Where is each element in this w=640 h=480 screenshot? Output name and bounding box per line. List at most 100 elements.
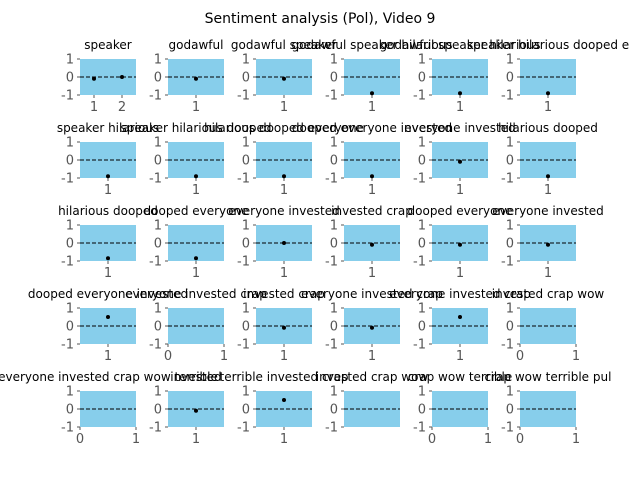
y-tick-label: 0 bbox=[506, 403, 514, 418]
subplot-title: dooped everyone bbox=[408, 204, 513, 218]
x-tick-label: 1 bbox=[368, 349, 376, 364]
subplot-title: invested crap bbox=[243, 287, 325, 301]
data-point bbox=[370, 91, 374, 96]
subplot-title: godawful speaker hilarious bbox=[379, 38, 540, 52]
data-point bbox=[282, 241, 286, 245]
x-tick-label: 1 bbox=[544, 100, 552, 115]
data-point bbox=[546, 91, 550, 96]
y-tick-label: -1 bbox=[61, 89, 74, 104]
x-tick-label: 1 bbox=[192, 100, 200, 115]
y-tick-label: -1 bbox=[501, 421, 514, 436]
x-tick-label: 1 bbox=[280, 266, 288, 281]
data-point bbox=[458, 242, 462, 247]
y-tick-label: 1 bbox=[330, 53, 338, 68]
y-tick-label: -1 bbox=[237, 172, 250, 187]
x-tick-label: 1 bbox=[544, 266, 552, 281]
y-tick-label: 1 bbox=[506, 219, 514, 234]
data-point bbox=[458, 315, 462, 319]
y-tick-label: -1 bbox=[413, 255, 426, 270]
x-tick-label: 1 bbox=[90, 100, 98, 115]
x-tick-label: 1 bbox=[484, 432, 492, 447]
x-tick-label: 2 bbox=[118, 100, 126, 115]
y-tick-label: -1 bbox=[61, 421, 74, 436]
y-tick-label: -1 bbox=[501, 338, 514, 353]
subplot-title: hilarious dooped everyone bbox=[204, 121, 364, 135]
y-tick-label: -1 bbox=[325, 172, 338, 187]
y-tick-label: 0 bbox=[506, 71, 514, 86]
x-tick-label: 0 bbox=[516, 432, 524, 447]
x-tick-label: 1 bbox=[104, 266, 112, 281]
y-tick-label: 1 bbox=[242, 302, 250, 317]
subplot-title: everyone invested bbox=[228, 204, 339, 218]
subplot-2: -1 0 1 1 godawful bbox=[149, 38, 224, 115]
y-tick-label: 1 bbox=[330, 136, 338, 151]
data-point bbox=[546, 174, 550, 179]
x-tick-label: 1 bbox=[104, 349, 112, 364]
x-tick-label: 1 bbox=[280, 100, 288, 115]
y-tick-label: 0 bbox=[330, 71, 338, 86]
y-tick-label: 0 bbox=[506, 237, 514, 252]
data-point bbox=[194, 256, 198, 261]
y-tick-label: 1 bbox=[66, 53, 74, 68]
y-tick-label: 1 bbox=[66, 385, 74, 400]
y-tick-label: 1 bbox=[154, 302, 162, 317]
y-tick-label: 0 bbox=[506, 320, 514, 335]
y-tick-label: 1 bbox=[242, 219, 250, 234]
y-tick-label: 0 bbox=[330, 403, 338, 418]
x-tick-label: 1 bbox=[104, 183, 112, 198]
subplot-title: godawful speaker bbox=[231, 38, 337, 52]
x-tick-label: 1 bbox=[368, 100, 376, 115]
y-tick-label: 0 bbox=[154, 237, 162, 252]
x-tick-label: 1 bbox=[280, 432, 288, 447]
data-point bbox=[282, 76, 286, 81]
subplot-title: invested bbox=[170, 370, 221, 384]
y-tick-label: -1 bbox=[325, 89, 338, 104]
y-tick-label: 1 bbox=[330, 385, 338, 400]
x-tick-label: 0 bbox=[76, 432, 84, 447]
x-tick-label: 1 bbox=[544, 183, 552, 198]
data-point bbox=[282, 325, 286, 330]
y-tick-label: 1 bbox=[506, 136, 514, 151]
x-tick-label: 1 bbox=[280, 183, 288, 198]
x-tick-label: 0 bbox=[516, 349, 524, 364]
x-tick-label: 1 bbox=[456, 266, 464, 281]
y-tick-label: 1 bbox=[506, 385, 514, 400]
subplot-title: invested crap wow bbox=[492, 287, 605, 301]
y-tick-label: 1 bbox=[418, 53, 426, 68]
y-tick-label: 1 bbox=[154, 219, 162, 234]
y-tick-label: -1 bbox=[149, 338, 162, 353]
y-tick-label: -1 bbox=[149, 89, 162, 104]
y-tick-label: 0 bbox=[418, 403, 426, 418]
data-point bbox=[370, 174, 374, 179]
data-point bbox=[370, 325, 374, 330]
y-tick-label: 1 bbox=[330, 302, 338, 317]
data-point bbox=[546, 242, 550, 247]
data-point bbox=[106, 174, 110, 179]
subplot-title: speaker hilarious dooped bbox=[120, 121, 271, 135]
data-point bbox=[282, 174, 286, 179]
y-tick-label: 0 bbox=[506, 154, 514, 169]
y-tick-label: 1 bbox=[330, 219, 338, 234]
x-tick-label: 1 bbox=[192, 183, 200, 198]
x-tick-label: 1 bbox=[368, 266, 376, 281]
y-tick-label: 1 bbox=[242, 53, 250, 68]
subplot-title: dooped everyone bbox=[144, 204, 249, 218]
y-tick-label: -1 bbox=[61, 172, 74, 187]
y-tick-label: 0 bbox=[242, 237, 250, 252]
data-point bbox=[458, 91, 462, 96]
subplot-title: speaker bbox=[84, 38, 132, 52]
x-tick-label: 1 bbox=[572, 349, 580, 364]
subplot-title: terrible invested crap bbox=[220, 370, 349, 384]
y-tick-label: -1 bbox=[325, 255, 338, 270]
